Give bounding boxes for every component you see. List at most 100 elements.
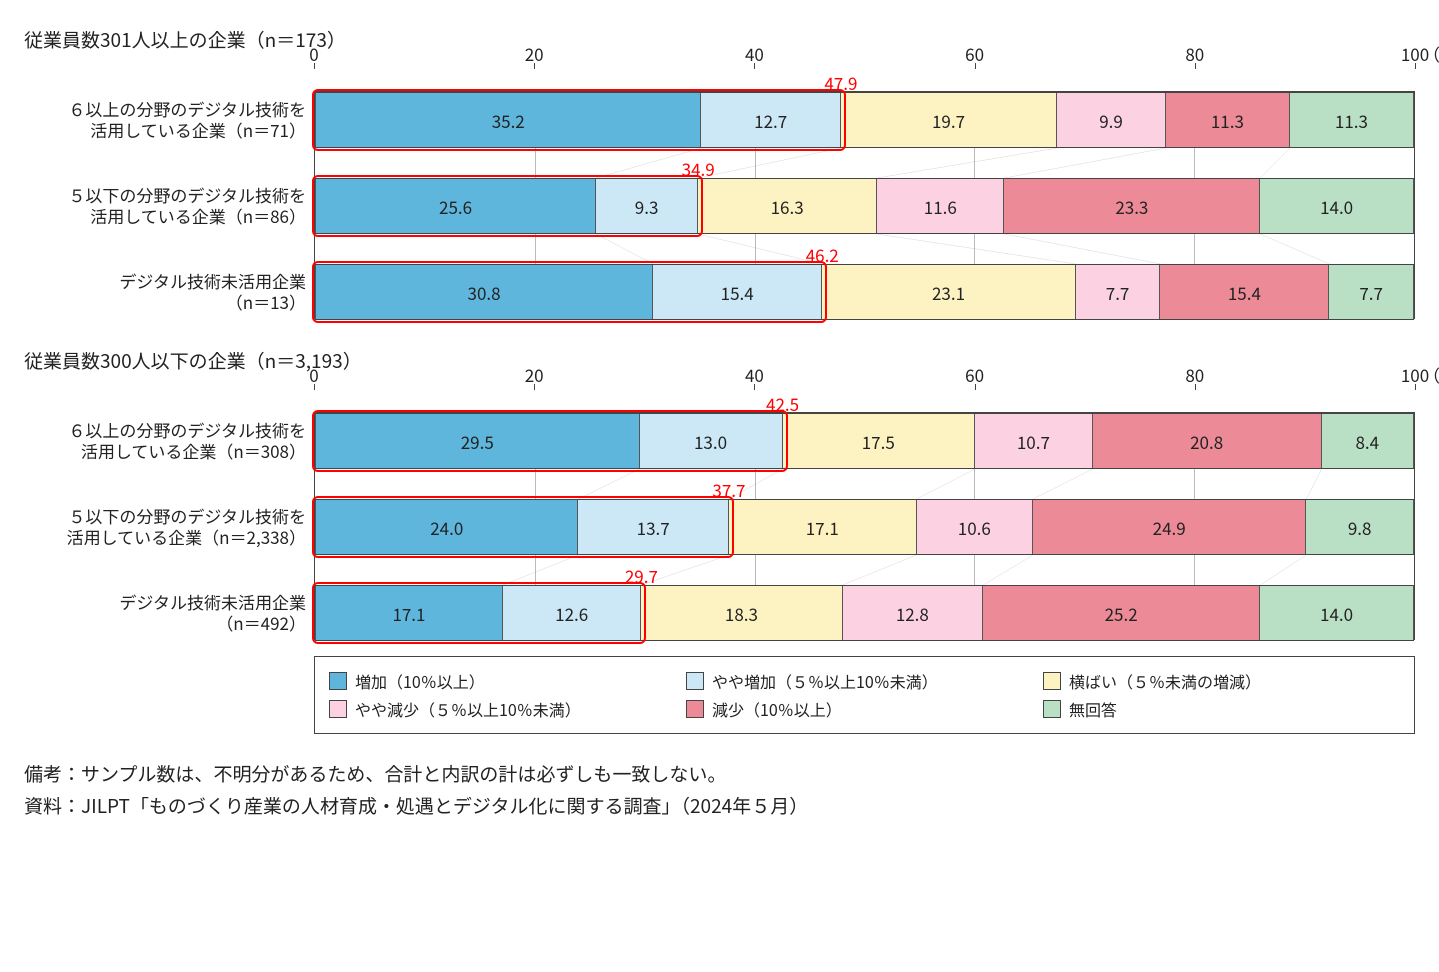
bar-value-label: 23.1 <box>932 280 965 305</box>
axis-tick-label: 40 <box>745 41 764 66</box>
axis-tick-label: 20 <box>525 41 544 66</box>
x-axis: 020406080100（％） <box>314 384 1415 412</box>
row-label-line: 活用している企業（n＝86） <box>90 205 306 226</box>
bar-value-label: 12.8 <box>896 601 929 626</box>
row-label: ５以下の分野のデジタル技術を活用している企業（n＝86） <box>24 177 314 233</box>
bar-value-label: 23.3 <box>1115 194 1148 219</box>
bar-segment-slight_decrease: 10.6 <box>917 500 1033 554</box>
bar-segment-slight_decrease: 9.9 <box>1057 93 1166 147</box>
row-label-line: （n＝13） <box>226 291 306 312</box>
bar-value-label: 14.0 <box>1320 601 1353 626</box>
bar-segment-increase: 29.5 <box>315 414 640 468</box>
bar-value-label: 15.4 <box>721 280 754 305</box>
bar-segment-increase: 30.8 <box>315 265 653 319</box>
row-label: ６以上の分野のデジタル技術を活用している企業（n＝308） <box>24 412 314 468</box>
bar-value-label: 18.3 <box>725 601 758 626</box>
axis-unit: （％） <box>1423 41 1439 66</box>
row-label-line: ５以下の分野のデジタル技術を <box>68 184 306 205</box>
bar-segment-slight_increase: 13.7 <box>578 500 728 554</box>
bar-value-label: 9.8 <box>1348 515 1372 540</box>
bar-segment-flat: 19.7 <box>841 93 1057 147</box>
bar-segment-decrease: 25.2 <box>983 586 1260 640</box>
bar-value-label: 24.9 <box>1153 515 1186 540</box>
bar-value-label: 25.2 <box>1105 601 1138 626</box>
bar-row: 25.69.316.311.623.314.0 <box>315 178 1414 234</box>
row-label: デジタル技術未活用企業（n＝13） <box>24 263 314 319</box>
bar-value-label: 10.7 <box>1017 429 1050 454</box>
bar-value-label: 11.3 <box>1211 108 1244 133</box>
section-title: 従業員数301人以上の企業（n＝173） <box>24 26 1415 53</box>
bar-value-label: 11.3 <box>1335 108 1368 133</box>
bar-segment-decrease: 23.3 <box>1004 179 1260 233</box>
row-label: デジタル技術未活用企業（n＝492） <box>24 584 314 640</box>
bar-segment-flat: 23.1 <box>822 265 1076 319</box>
bar-segment-slight_increase: 13.0 <box>640 414 783 468</box>
axis-tick-label: 20 <box>525 362 544 387</box>
bar-segment-decrease: 11.3 <box>1166 93 1290 147</box>
legend-item: 減少（10％以上） <box>686 697 1043 721</box>
bar-row: 29.5 13.0 17.5 10.7 20.8 8.4 <box>315 413 1414 469</box>
plot-area: 29.513.017.510.720.88.442.524.013.717.11… <box>314 412 1415 640</box>
bar-value-label: 13.0 <box>694 429 727 454</box>
bar-value-label: 29.5 <box>461 429 494 454</box>
bar-segment-slight_increase: 12.6 <box>503 586 641 640</box>
footnotes: 備考：サンプル数は、不明分があるため、合計と内訳の計は必ずしも一致しない。資料：… <box>24 758 1415 823</box>
legend-item: 横ばい（５％未満の増減） <box>1043 669 1400 693</box>
bar-row: 35.2 12.7 19.7 9.9 11.3 11.3 <box>315 92 1414 148</box>
legend-item: やや増加（５％以上10％未満） <box>686 669 1043 693</box>
bar-segment-no_answer: 9.8 <box>1306 500 1414 554</box>
row-label-line: 活用している企業（n＝71） <box>90 119 306 140</box>
bar-row: 17.112.618.312.825.214.0 <box>315 585 1414 641</box>
row-label-line: （n＝492） <box>216 612 306 633</box>
bar-segment-slight_decrease: 12.8 <box>843 586 984 640</box>
bar-row: 30.8 15.4 23.1 7.7 15.4 7.7 <box>315 264 1414 320</box>
bar-segment-increase: 35.2 <box>315 93 701 147</box>
legend-label: 増加（10％以上） <box>355 669 485 693</box>
legend-item: 増加（10％以上） <box>329 669 686 693</box>
bar-segment-decrease: 15.4 <box>1160 265 1329 319</box>
legend-swatch <box>329 700 347 718</box>
legend-swatch <box>1043 672 1061 690</box>
bar-segment-decrease: 20.8 <box>1093 414 1322 468</box>
row-label-line: 活用している企業（n＝2,338） <box>67 526 306 547</box>
bar-value-label: 17.1 <box>806 515 839 540</box>
row-connector <box>315 555 1414 585</box>
axis-tick-label: 60 <box>965 41 984 66</box>
legend-swatch <box>686 700 704 718</box>
axis-tick-label: 80 <box>1185 362 1204 387</box>
bar-segment-no_answer: 14.0 <box>1260 179 1414 233</box>
bar-value-label: 35.2 <box>492 108 525 133</box>
row-label-line: ５以下の分野のデジタル技術を <box>68 505 306 526</box>
bar-segment-no_answer: 7.7 <box>1329 265 1414 319</box>
legend-swatch <box>686 672 704 690</box>
plot-area: 35.212.719.79.911.311.347.925.69.316.311… <box>314 91 1415 319</box>
footnote-line: 資料：JILPT「ものづくり産業の人材育成・処遇とデジタル化に関する調査」（20… <box>24 790 1415 822</box>
axis-tick-label: 0 <box>309 41 318 66</box>
row-label-line: デジタル技術未活用企業 <box>119 270 306 291</box>
bar-segment-no_answer: 14.0 <box>1260 586 1414 640</box>
bar-value-label: 7.7 <box>1106 280 1130 305</box>
bar-segment-increase: 24.0 <box>315 500 578 554</box>
bar-segment-slight_increase: 9.3 <box>596 179 698 233</box>
row-connector <box>315 469 1414 499</box>
row-connector <box>315 148 1414 178</box>
bar-value-label: 25.6 <box>439 194 472 219</box>
bar-value-label: 8.4 <box>1355 429 1379 454</box>
bar-value-label: 15.4 <box>1228 280 1261 305</box>
bar-value-label: 12.6 <box>555 601 588 626</box>
bar-value-label: 30.8 <box>468 280 501 305</box>
axis-tick-label: 0 <box>309 362 318 387</box>
bar-segment-slight_increase: 12.7 <box>701 93 840 147</box>
bar-segment-slight_decrease: 7.7 <box>1076 265 1161 319</box>
bar-segment-slight_decrease: 10.7 <box>975 414 1093 468</box>
bar-value-label: 19.7 <box>932 108 965 133</box>
bar-segment-no_answer: 11.3 <box>1290 93 1414 147</box>
x-axis: 020406080100（％） <box>314 63 1415 91</box>
row-label-line: 活用している企業（n＝308） <box>81 440 306 461</box>
bar-segment-flat: 18.3 <box>641 586 842 640</box>
legend: 増加（10％以上）やや増加（５％以上10％未満）横ばい（５％未満の増減）やや減少… <box>314 656 1415 734</box>
bar-segment-flat: 17.5 <box>783 414 976 468</box>
axis-unit: （％） <box>1423 362 1439 387</box>
axis-tick-label: 80 <box>1185 41 1204 66</box>
bar-segment-flat: 16.3 <box>698 179 877 233</box>
